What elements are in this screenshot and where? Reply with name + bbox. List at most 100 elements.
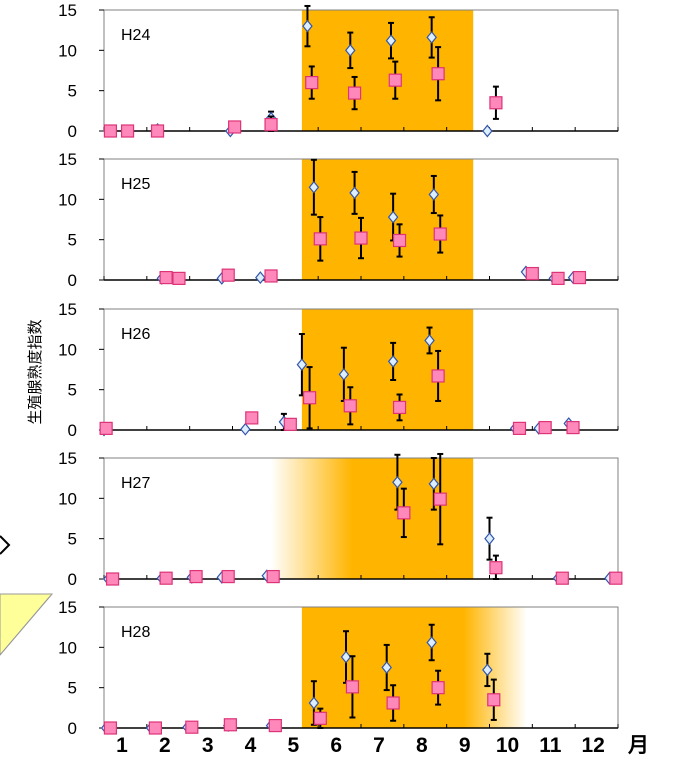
square-point [105,572,120,586]
y-tick-label: 5 [68,82,77,101]
y-tick-label: 0 [68,570,77,589]
diamond-point [255,271,266,285]
square-point [345,680,360,694]
square-point [354,231,368,245]
month-tick-labels: 1 2 3 4 5 6 7 8 9 10 11 12 [116,734,605,757]
panel-H24: 0 5 10 15 H24 [58,1,619,141]
y-tick-label: 5 [68,381,77,400]
month-label: 9 [459,734,471,757]
y-tick-label: 10 [58,41,77,60]
square-point [99,421,113,435]
y-tick-label: 15 [58,150,77,169]
square-point [551,271,565,285]
panel-label: H24 [121,27,150,44]
month-label: 5 [287,734,299,757]
y-tick-label: 0 [68,271,77,290]
diamond-point [426,30,437,44]
diamond-point [482,124,493,138]
square-point [185,720,199,734]
square-point [525,266,539,281]
diamond-point [426,636,437,649]
square-point [386,696,400,710]
square-point [264,117,278,132]
square-point [103,721,118,735]
diamond-point [482,663,493,677]
square-point [555,571,569,585]
square-point [313,711,327,725]
square-point [223,718,237,732]
y-tick-label: 10 [58,489,77,508]
panel-label: H28 [121,624,150,641]
month-label: 12 [581,734,604,757]
series-square [99,349,580,435]
square-point [343,399,357,413]
square-point [305,75,319,90]
diamond-point [345,43,356,57]
square-point [433,227,447,241]
y-tick-label: 0 [68,719,77,738]
diamond-point [338,367,350,381]
square-point [392,400,407,415]
callout-pointer-edge [0,593,53,656]
y-tick-label: 5 [68,231,77,250]
spawning-band [301,309,474,430]
panels-group: 0 5 10 15 H24 0 5 10 15 H25 0 5 10 15 H26 0 5 10 15 H27 0 5 10… [58,1,623,738]
spawning-band [301,10,474,131]
square-point [489,561,503,575]
month-label: 4 [245,734,257,757]
y-tick-label: 5 [68,530,77,549]
month-label: 3 [202,734,214,757]
spawning-band [271,458,474,579]
square-point [388,73,402,87]
panel-H27: 0 5 10 15 H27 [58,449,623,589]
panel-label: H27 [121,475,150,492]
square-point [397,506,411,520]
diamond-point [428,477,440,491]
diamond-point [296,358,308,372]
square-point [221,569,235,584]
square-point [431,369,445,383]
square-point [512,421,527,435]
y-tick-label: 5 [68,679,77,698]
diamond-point [387,354,399,368]
square-point [159,270,173,285]
y-tick-label: 0 [68,421,77,440]
square-point [303,391,317,405]
month-label: 10 [496,734,519,757]
square-point [245,411,259,425]
y-tick-label: 10 [58,340,77,359]
square-point [120,124,135,138]
y-tick-label: 15 [58,1,77,20]
callout-pointer [0,594,52,640]
series-square [103,46,503,138]
diamond-point [484,532,495,546]
square-point [431,681,445,695]
panel-H25: 0 5 10 15 H25 [58,150,619,290]
panel-label: H25 [121,176,150,193]
series-square [103,655,501,735]
square-point [283,417,297,431]
callout-arrow-icon [0,535,11,555]
month-label: 2 [159,734,171,757]
y-tick-label: 15 [58,449,77,468]
square-point [566,420,580,435]
diamond-point [240,422,251,436]
y-tick-label: 15 [58,300,77,319]
square-point [159,571,173,585]
diamond-point [308,696,320,710]
month-unit-label: 月 [627,734,649,757]
diamond-point [392,475,403,489]
y-tick-label: 0 [68,122,77,141]
series-square [159,214,587,285]
diamond-point [381,661,392,674]
diamond-point [385,34,397,48]
diamond-point [302,19,313,33]
series-square [105,452,623,586]
month-label: 1 [116,734,128,757]
month-label: 11 [539,734,562,757]
square-point [347,86,362,100]
square-point [264,269,278,283]
square-point [221,268,235,282]
square-point [392,233,407,248]
month-label: 7 [373,734,385,757]
